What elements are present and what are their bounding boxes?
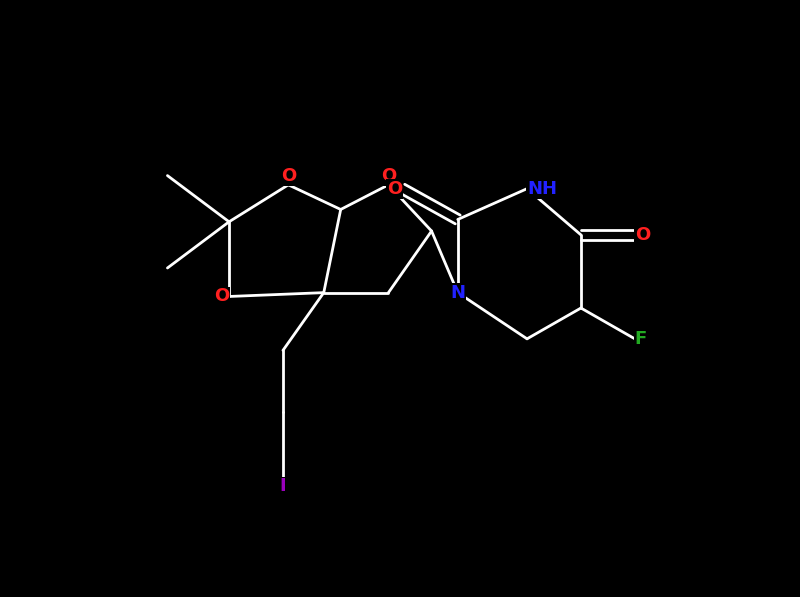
Text: O: O bbox=[381, 167, 396, 185]
Text: N: N bbox=[450, 284, 466, 301]
Text: O: O bbox=[635, 226, 650, 244]
Text: O: O bbox=[214, 288, 229, 306]
Text: F: F bbox=[635, 330, 647, 348]
Text: O: O bbox=[281, 167, 296, 185]
Text: O: O bbox=[387, 180, 402, 198]
Text: I: I bbox=[280, 478, 286, 496]
Text: NH: NH bbox=[527, 180, 557, 198]
